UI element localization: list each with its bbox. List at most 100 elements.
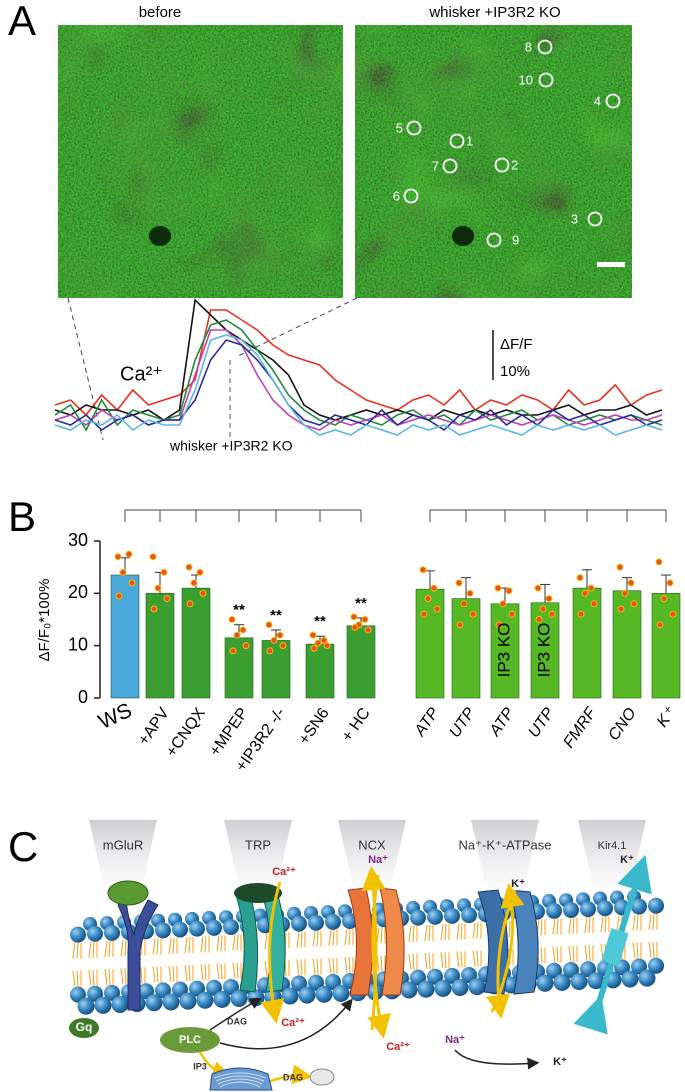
data-point — [505, 587, 513, 595]
roi-circle — [537, 39, 553, 55]
data-point — [545, 595, 553, 603]
x-tick-label: ATP — [411, 705, 443, 740]
lipid-tail — [636, 942, 639, 959]
lipid-tail — [72, 970, 76, 987]
lipid-head — [104, 984, 120, 1001]
data-point — [577, 610, 585, 618]
scale-label: ΔF/F — [500, 336, 533, 353]
roi-circle — [442, 158, 458, 174]
lipid-head — [444, 907, 460, 924]
lipid-tail — [408, 925, 412, 942]
data-point — [460, 600, 468, 608]
lipid-tail — [540, 919, 543, 936]
lipid-tail — [316, 930, 319, 947]
lipid-tail — [152, 938, 156, 955]
signal-label: DAG — [227, 1016, 247, 1026]
kir-body — [601, 928, 629, 966]
lipid-tail — [344, 956, 348, 974]
y-tick-label: 30 — [68, 530, 88, 550]
lipid-tail — [168, 965, 172, 982]
x-tick-label: WS — [95, 699, 135, 734]
roi-label: 6 — [393, 188, 400, 203]
lipid-tail — [152, 966, 156, 983]
data-point — [350, 613, 358, 621]
mglur-cap — [107, 880, 149, 906]
er-fold — [219, 1081, 261, 1088]
lipid-tail — [380, 927, 383, 944]
bar — [261, 640, 291, 699]
data-point — [163, 595, 171, 603]
data-point — [320, 636, 328, 644]
lipid-tail — [172, 937, 175, 954]
lipid-tail — [220, 963, 223, 980]
lipid-tail — [584, 916, 588, 934]
lipid-head — [138, 983, 154, 1000]
lipid-tail — [200, 936, 204, 953]
lipid-tail — [344, 928, 348, 946]
data-point — [590, 600, 598, 608]
lipid-head — [570, 973, 588, 991]
data-point — [270, 636, 278, 644]
ncx — [379, 887, 405, 996]
roi-label: 2 — [511, 157, 518, 172]
lipid-head — [417, 980, 435, 998]
stimulus-label: whisker +IP3R2 KO — [169, 438, 293, 454]
mglur — [117, 899, 159, 1011]
lipid-head — [648, 957, 664, 974]
data-point — [266, 647, 274, 655]
data-point — [617, 605, 625, 613]
lipid-head — [70, 986, 86, 1003]
data-point — [430, 584, 438, 592]
lipid-head — [427, 908, 443, 925]
trace — [54, 319, 663, 432]
lipid-head — [332, 984, 350, 1002]
data-point — [587, 584, 595, 592]
x-tick-label: UTP — [446, 705, 478, 741]
x-tick-label: UTP — [525, 705, 557, 741]
ion-label: Ca²⁺ — [281, 1017, 305, 1029]
data-point — [420, 610, 428, 618]
y-axis-label: ΔF/F₀*100% — [36, 579, 53, 662]
lipid-tail — [556, 946, 559, 963]
lipid-tail — [236, 962, 239, 979]
significance: ** — [270, 607, 282, 624]
lipid-tail — [108, 968, 111, 986]
lipid-head — [291, 975, 307, 992]
lipid-head — [145, 994, 163, 1012]
roi-circle — [605, 93, 621, 109]
ion-label: Ca²⁺ — [272, 866, 296, 878]
data-point — [548, 610, 556, 618]
lipid-tail — [104, 940, 108, 958]
lipid-tail — [604, 916, 607, 933]
er-fold — [217, 1078, 263, 1085]
lipid-tail — [556, 918, 559, 935]
lipid-tail — [428, 924, 431, 942]
lipid-tail — [232, 962, 236, 979]
light-beam — [89, 820, 157, 900]
data-point — [669, 610, 677, 618]
data-point — [239, 626, 247, 634]
lipid-tail — [124, 968, 127, 985]
lipid-tail — [632, 942, 636, 959]
panel-letter: A — [8, 0, 36, 44]
bar — [145, 593, 175, 699]
lipid-head — [308, 914, 324, 931]
lipid-tail — [76, 942, 79, 959]
lipid-head — [400, 981, 418, 999]
roi-circle — [449, 133, 465, 149]
lipid-head — [213, 990, 231, 1008]
lipid-head — [230, 990, 248, 1008]
roi-label: 8 — [525, 39, 532, 54]
trp-cap — [234, 883, 282, 903]
lipid-tail — [300, 959, 303, 976]
lipid-tail — [236, 934, 239, 951]
lipid-head — [461, 907, 477, 924]
dark-spot — [149, 226, 171, 246]
light-beam — [338, 820, 406, 900]
data-point — [534, 584, 542, 592]
data-point — [114, 553, 122, 561]
lipid-tail — [300, 931, 303, 948]
lipid-tail — [588, 944, 591, 962]
lipid-tail — [456, 923, 460, 940]
